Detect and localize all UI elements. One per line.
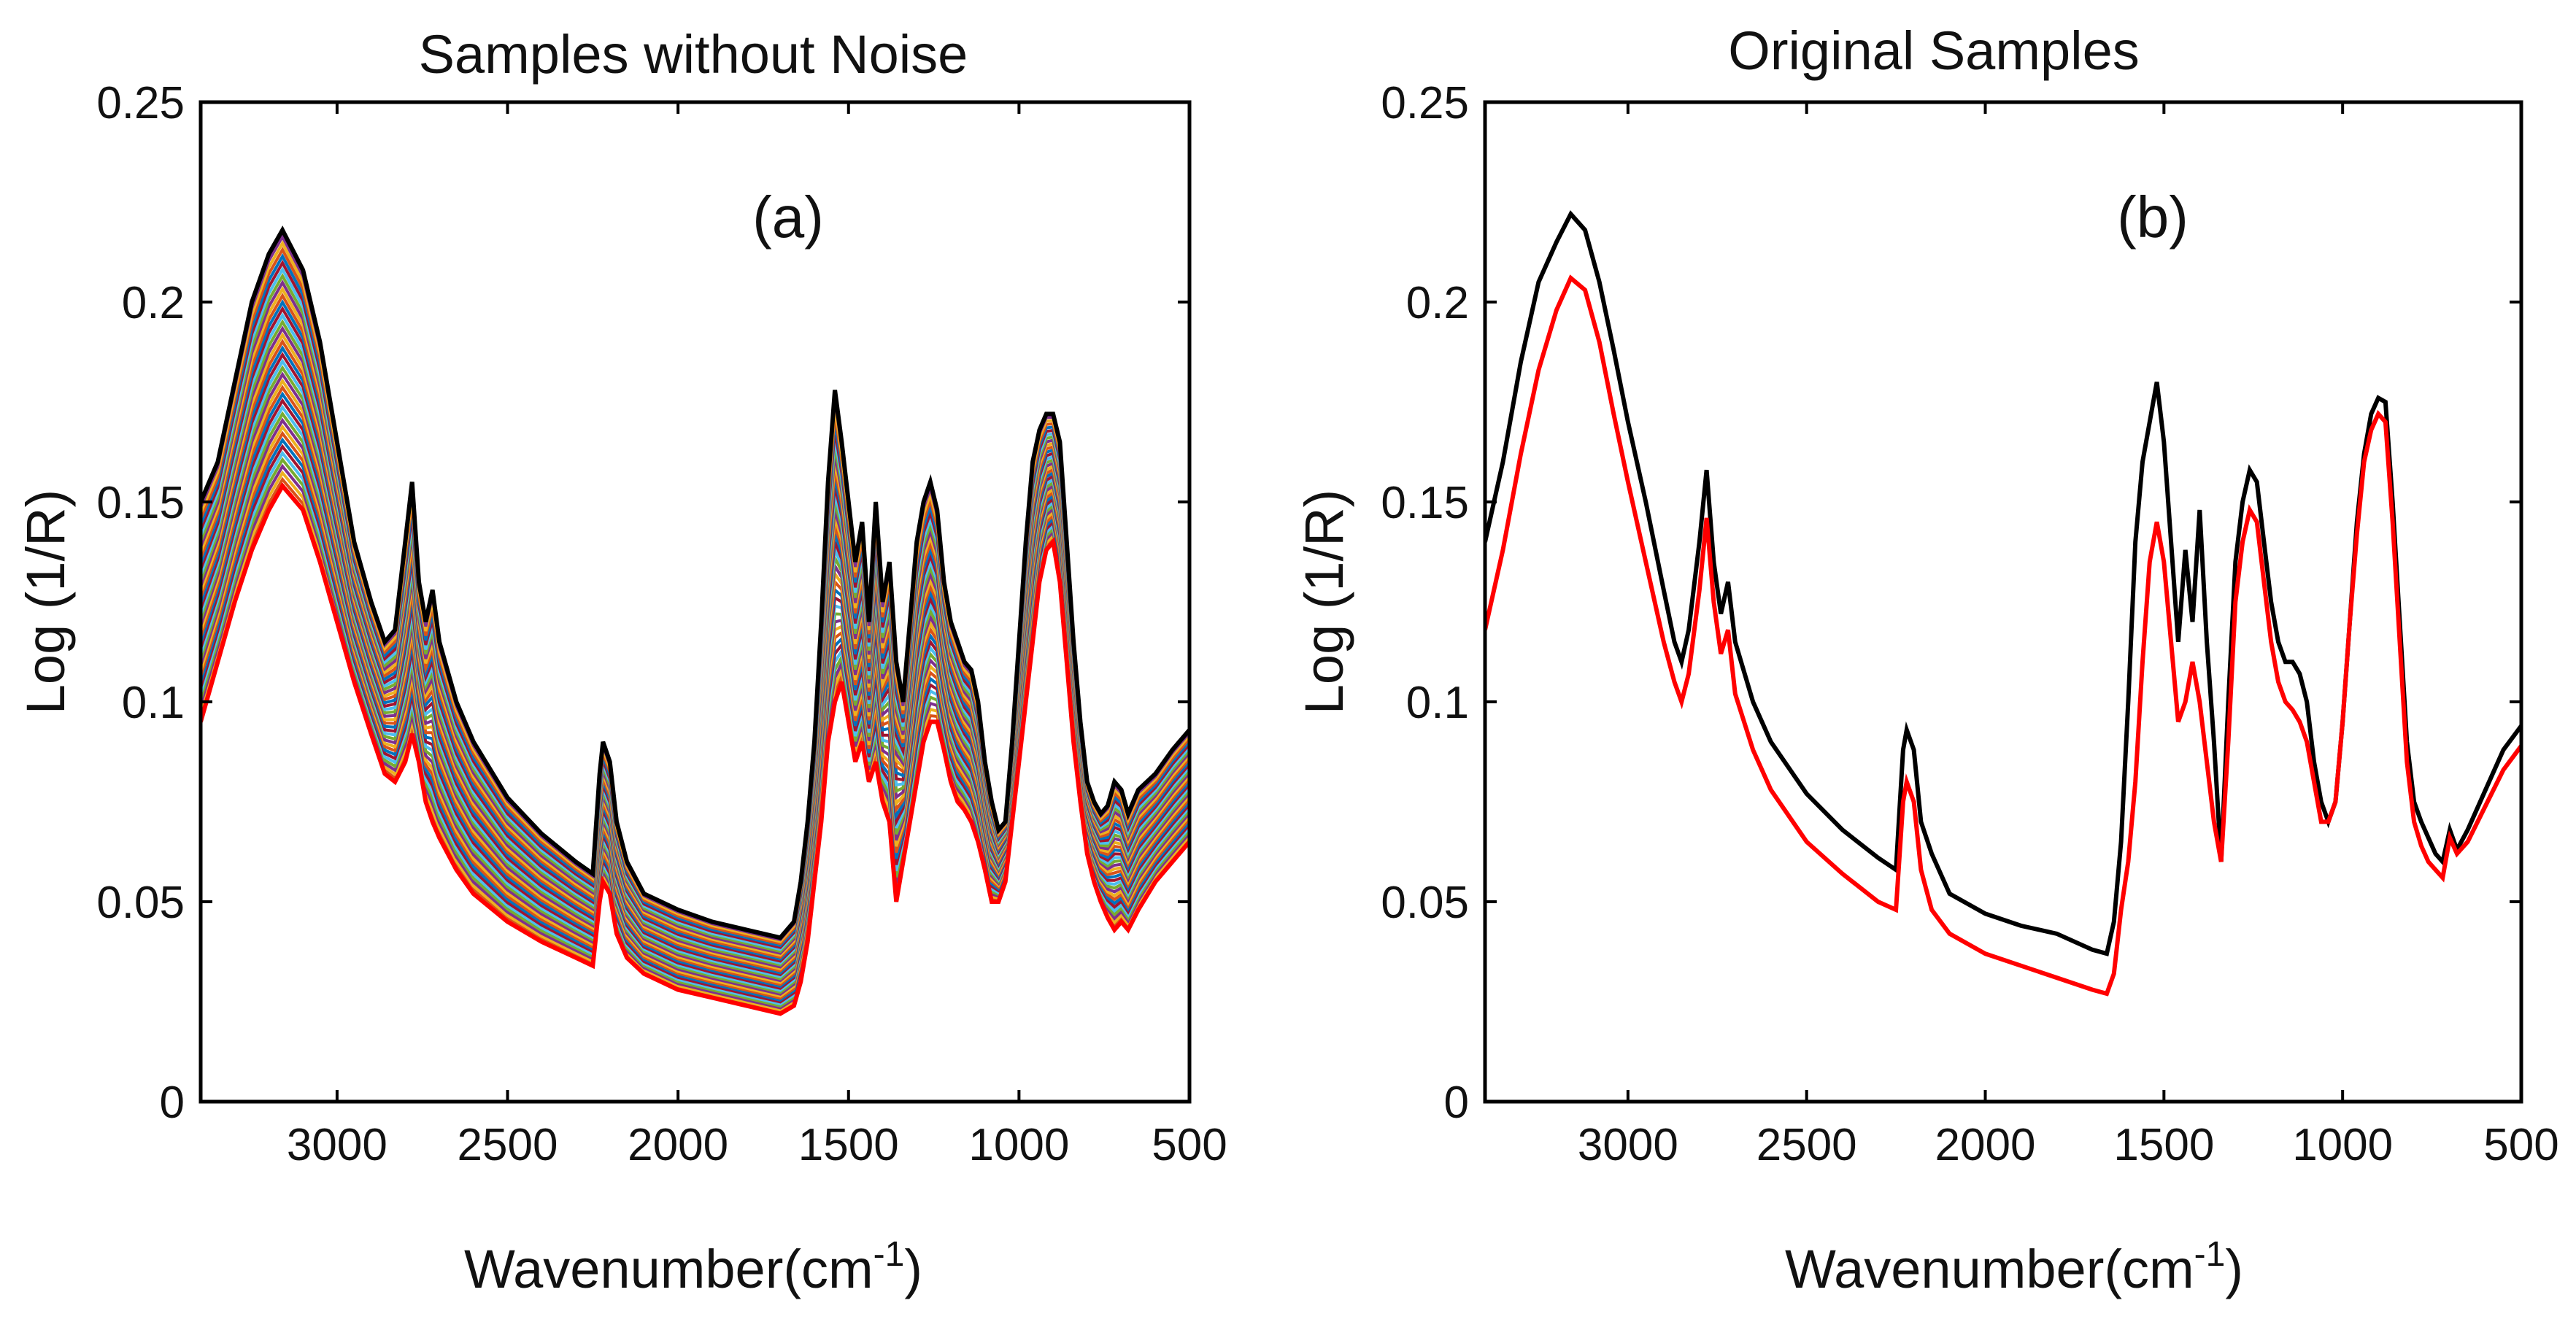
panel-b-x-axis-label-superscript: -1 xyxy=(2194,1235,2226,1274)
panel-b-series-black xyxy=(1485,210,2521,956)
panel-a-x-tick-label: 1000 xyxy=(968,1120,1069,1170)
panel-a-x-tick-label: 3000 xyxy=(287,1120,387,1170)
panel-a-label: (a) xyxy=(752,185,824,250)
panel-b-title: Original Samples xyxy=(1728,20,2139,81)
panel-b-y-ticks: 0 0.05 0.1 0.15 0.2 0.25 xyxy=(1381,78,2521,1128)
panel-a-upper-envelope-line xyxy=(201,225,1189,940)
panel-b-y-tick-label: 0.2 xyxy=(1406,278,1469,328)
panel-b-x-axis-label-end: ) xyxy=(2225,1239,2243,1299)
panel-a-y-tick-label: 0.1 xyxy=(122,678,185,728)
panel-a-x-tick-label: 500 xyxy=(1152,1120,1227,1170)
panel-a-x-tick-label: 1500 xyxy=(798,1120,899,1170)
panel-b-x-tick-label: 500 xyxy=(2483,1120,2558,1170)
panel-b-x-tick-label: 3000 xyxy=(1578,1120,1678,1170)
panel-b-y-tick-label: 0.15 xyxy=(1381,478,1469,528)
panel-b-y-tick-label: 0 xyxy=(1444,1078,1469,1128)
panel-a-lower-envelope-line xyxy=(201,482,1189,1016)
panel-b-x-tick-label: 2000 xyxy=(1935,1120,2036,1170)
panel-b-x-axis-label: Wavenumber(cm-1) xyxy=(1785,1235,2243,1299)
panel-a-title: Samples without Noise xyxy=(419,24,968,85)
panel-b-original-samples: Original Samples (b) 0 0.05 0.1 0.15 0.2 0.25… xyxy=(1294,20,2559,1299)
panel-a-x-tick-label: 2500 xyxy=(458,1120,558,1170)
panel-b-y-axis-label: Log (1/R) xyxy=(1294,490,1354,714)
panel-b-series-red xyxy=(1485,274,2521,997)
panel-a-x-axis-label-main: Wavenumber(cm xyxy=(464,1239,874,1299)
panel-b-x-ticks: 3000 2500 2000 1500 1000 500 xyxy=(1578,102,2559,1170)
panel-b-y-tick-label: 0.05 xyxy=(1381,878,1469,928)
panel-a-y-tick-label: 0 xyxy=(160,1078,185,1128)
panel-a-y-tick-label: 0.15 xyxy=(96,478,185,528)
panel-a-y-tick-label: 0.05 xyxy=(96,878,185,928)
panel-a-y-ticks: 0 0.05 0.1 0.15 0.2 0.25 xyxy=(96,78,1189,1128)
panel-a-x-tick-label: 2000 xyxy=(628,1120,728,1170)
panel-b-axes-frame xyxy=(1483,100,2523,1104)
panel-b-y-tick-label: 0.25 xyxy=(1381,78,1469,128)
panel-a-axes-frame xyxy=(198,100,1192,1104)
panel-b-y-tick-label: 0.1 xyxy=(1406,678,1469,728)
panel-b-x-tick-label: 1500 xyxy=(2113,1120,2214,1170)
panel-a-x-ticks: 3000 2500 2000 1500 1000 500 xyxy=(287,102,1227,1170)
panel-a-y-tick-label: 0.2 xyxy=(122,278,185,328)
panel-a-x-axis-label-superscript: -1 xyxy=(874,1235,905,1274)
panel-b-x-axis-label-main: Wavenumber(cm xyxy=(1785,1239,2194,1299)
panel-b-label: (b) xyxy=(2117,185,2189,250)
panel-b-plot-area xyxy=(1485,210,2521,997)
panel-b-x-tick-label: 2500 xyxy=(1756,1120,1857,1170)
panel-a-y-axis-label: Log (1/R) xyxy=(15,490,76,714)
panel-a-plot-area xyxy=(201,225,1189,1016)
panel-a-spectra-without-noise: Samples without Noise (a) 0 0.05 0.1 0.15 0.… xyxy=(15,24,1227,1299)
panel-a-x-axis-label-end: ) xyxy=(904,1239,922,1299)
panel-a-y-tick-label: 0.25 xyxy=(96,78,185,128)
panel-a-x-axis-label: Wavenumber(cm-1) xyxy=(464,1235,922,1299)
panel-b-x-tick-label: 1000 xyxy=(2292,1120,2393,1170)
